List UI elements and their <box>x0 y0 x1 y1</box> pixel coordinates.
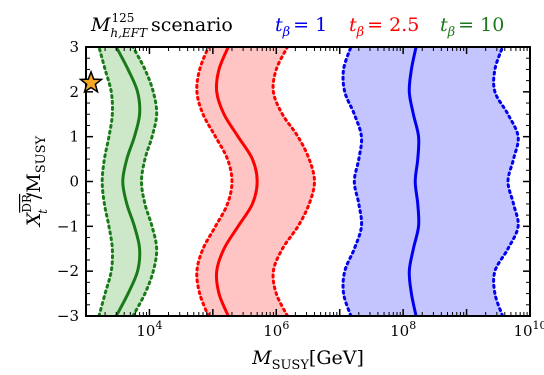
y-tick-label: 1 <box>69 128 79 146</box>
y-axis-title-main: X <box>23 211 45 228</box>
x-tick-label: 1010 <box>513 319 544 340</box>
band-series-2 <box>343 47 519 316</box>
chart-title-sup: 125 <box>111 11 134 25</box>
legend-entry: tβ = 2.5 <box>349 14 419 40</box>
y-tick-label: −2 <box>57 262 79 280</box>
chart-title-main: M <box>90 14 111 36</box>
y-tick-label: 2 <box>69 83 79 101</box>
chart-title-sub: h,EFT <box>110 26 148 40</box>
y-axis-title-sub: t <box>36 209 50 214</box>
x-axis-title-main: M <box>251 347 272 369</box>
upper-bound-series-0 <box>131 47 159 316</box>
legend-entry: tβ = 1 <box>275 14 327 40</box>
y-axis-title-sup: DR <box>20 193 34 213</box>
ticks: −3 −2 −1 0 1 2 3 104 106 108 1010 <box>57 38 544 340</box>
y-axis-title-den-sub: SUSY <box>34 135 49 173</box>
y-tick-label: 0 <box>69 173 79 191</box>
band-series-1 <box>196 47 315 316</box>
legend-entry: tβ = 10 <box>440 14 504 40</box>
band-series-0 <box>98 47 157 316</box>
lower-bound-series-1 <box>195 47 234 316</box>
chart-title-rest: scenario <box>151 14 233 36</box>
central-line-series-2 <box>407 47 421 316</box>
legend: tβ = 1 tβ = 2.5 tβ = 10 <box>275 14 504 40</box>
upper-bound-series-1 <box>271 47 316 316</box>
upper-bound-series-2 <box>492 47 520 316</box>
plot-area <box>97 47 520 316</box>
x-tick-label: 108 <box>390 319 416 340</box>
y-axis-title: XDR t/MSUSY <box>20 135 50 228</box>
x-axis-title-sub: SUSY <box>272 358 310 373</box>
lower-bound-series-0 <box>97 47 114 316</box>
y-tick-label: 3 <box>69 38 79 56</box>
x-axis-title-unit: [GeV] <box>309 347 364 369</box>
marker-layer <box>78 69 104 94</box>
chart-title: M125 h,EFT scenario <box>90 11 233 40</box>
x-tick-label: 106 <box>263 319 289 340</box>
x-tick-label: 104 <box>136 319 162 340</box>
y-tick-label: −1 <box>57 217 79 235</box>
y-tick-label: −3 <box>57 307 79 325</box>
y-axis-title-den: /M <box>23 173 45 199</box>
central-line-series-1 <box>214 47 259 316</box>
central-line-series-0 <box>114 47 142 316</box>
x-axis-title: MSUSY[GeV] <box>251 347 364 373</box>
star-marker <box>78 69 104 94</box>
lower-bound-series-2 <box>341 47 364 316</box>
